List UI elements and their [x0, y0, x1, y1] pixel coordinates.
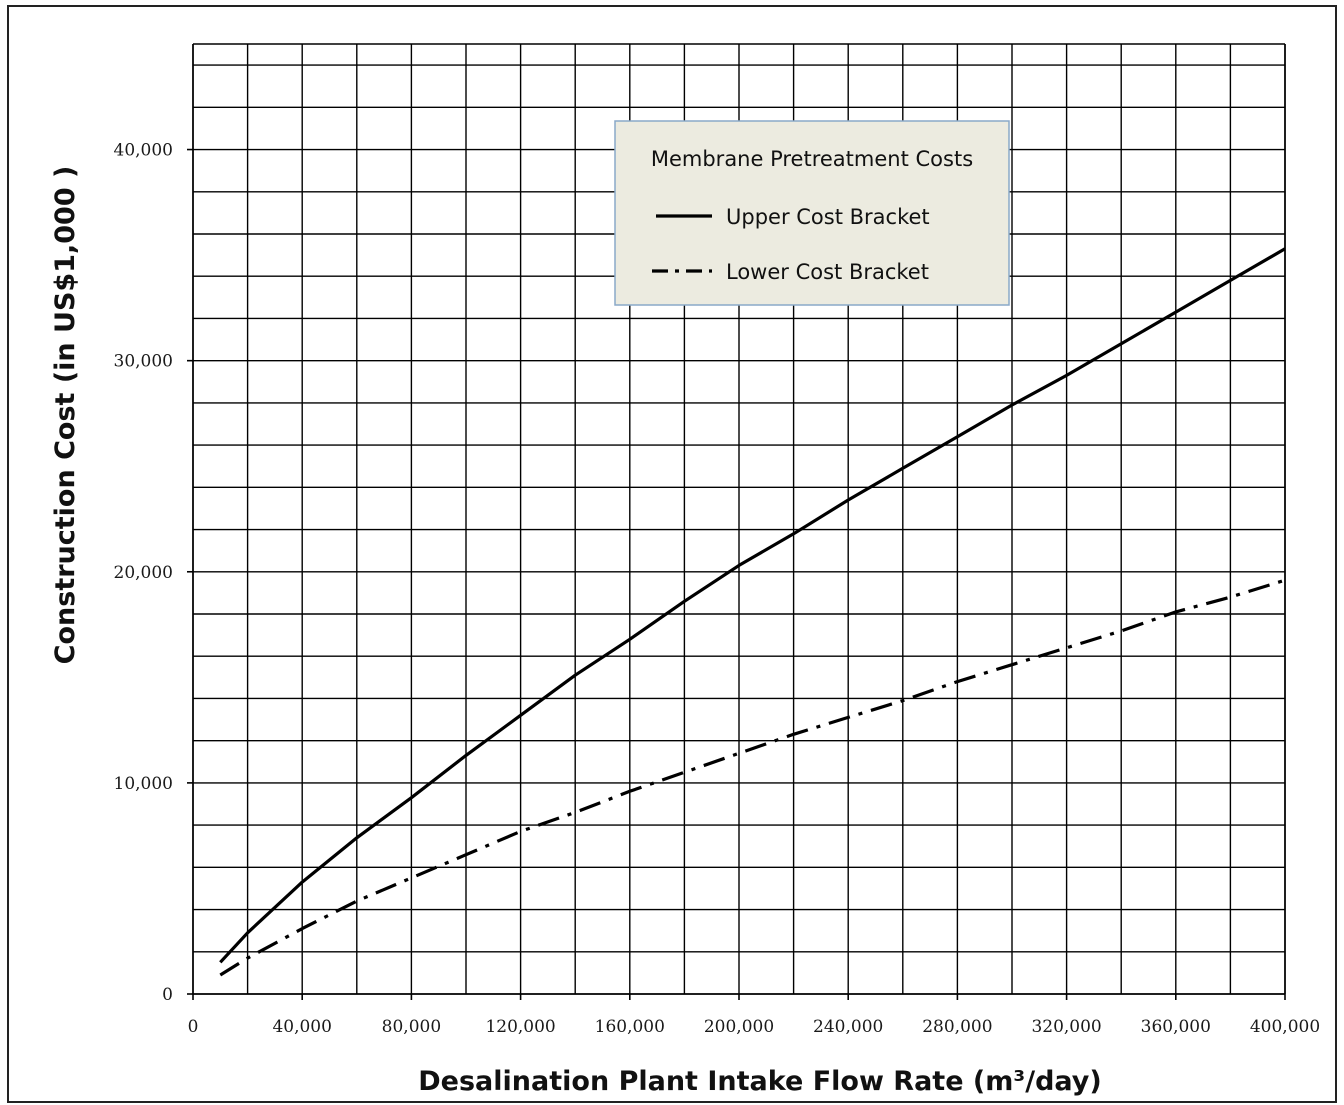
y-tick-label: 20,000 — [114, 563, 173, 583]
y-tick-label: 0 — [162, 985, 173, 1005]
series-layer — [219, 247, 1286, 977]
series-upper-cost-bracket — [219, 247, 1286, 964]
x-tick-label: 80,000 — [382, 1017, 441, 1037]
x-tick-label: 280,000 — [922, 1017, 992, 1037]
x-tick-label: 0 — [188, 1017, 199, 1037]
legend-box — [614, 120, 1010, 306]
y-tick-label: 10,000 — [114, 774, 173, 794]
x-axis-ticks: 0 40,000 80,000 120,000 160,000 200,000 240,00… — [188, 994, 1320, 1037]
x-tick-label: 40,000 — [272, 1017, 331, 1037]
legend-title: Membrane Pretreatment Costs — [651, 147, 973, 171]
x-tick-label: 400,000 — [1250, 1017, 1320, 1037]
legend-label-lower: Lower Cost Bracket — [726, 260, 929, 284]
legend: Membrane Pretreatment Costs Upper Cost B… — [614, 120, 1010, 306]
x-tick-label: 200,000 — [704, 1017, 774, 1037]
x-tick-label: 160,000 — [595, 1017, 665, 1037]
x-tick-label: 360,000 — [1141, 1017, 1211, 1037]
y-axis-title: Construction Cost (in US$1,000 ) — [50, 166, 81, 665]
y-tick-label: 30,000 — [114, 352, 173, 372]
y-tick-label: 40,000 — [114, 141, 173, 161]
x-axis-title: Desalination Plant Intake Flow Rate (m³/… — [418, 1066, 1101, 1097]
x-tick-label: 240,000 — [813, 1017, 883, 1037]
x-tick-label: 320,000 — [1031, 1017, 1101, 1037]
y-axis-ticks: 0 10,000 20,000 30,000 40,000 — [114, 141, 193, 1005]
x-tick-label: 120,000 — [485, 1017, 555, 1037]
legend-label-upper: Upper Cost Bracket — [726, 205, 930, 229]
